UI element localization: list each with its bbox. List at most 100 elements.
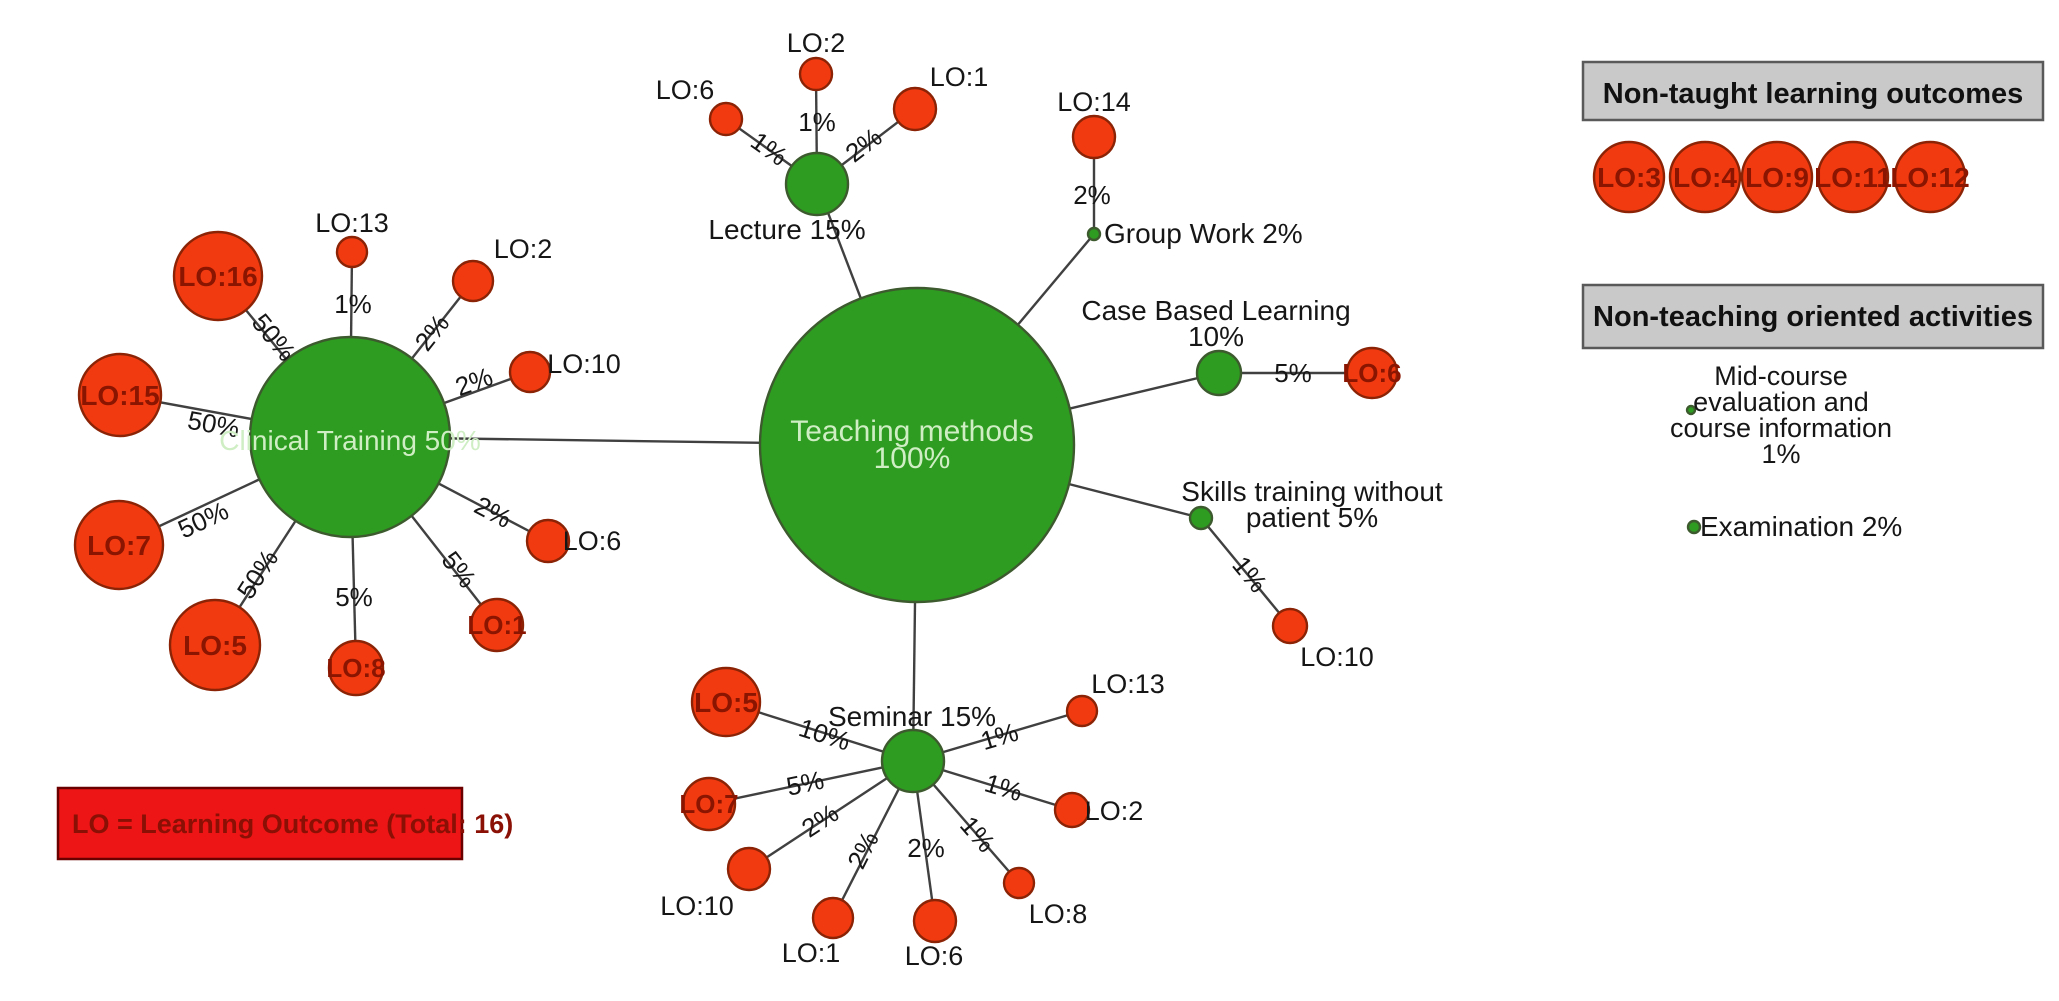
node-c5c <box>168 598 262 692</box>
label-midcourse-line0: Mid-course <box>1714 361 1848 391</box>
legend: LO = Learning Outcome (Total: 16) <box>56 786 513 861</box>
label-seminar: Seminar 15% <box>828 701 996 732</box>
edge-label-groupwork-g14: 2% <box>1073 180 1111 210</box>
node-cb6 <box>1345 346 1399 400</box>
label-lecture: Lecture 15% <box>708 214 865 245</box>
label-l1: LO:1 <box>930 62 989 92</box>
node-c10c <box>508 350 552 394</box>
node-g14 <box>1071 114 1117 160</box>
node-c8c <box>327 639 385 697</box>
node-n12 <box>1893 140 1967 214</box>
label-c8c: LO:8 <box>326 653 385 683</box>
node-l6 <box>708 101 744 137</box>
edge-label-seminar-se1: 2% <box>841 826 885 873</box>
edge-seminar-se10 <box>748 759 914 871</box>
label-l6: LO:6 <box>656 75 715 105</box>
label-c5c: LO:5 <box>183 630 247 661</box>
node-c6c <box>525 518 571 564</box>
label-c16: LO:16 <box>178 261 257 292</box>
node-se10 <box>726 846 772 892</box>
label-skills-line1: patient 5% <box>1246 502 1378 533</box>
label-midcourse-line3: 1% <box>1761 439 1800 469</box>
label-cb6: LO:6 <box>1342 358 1401 388</box>
edge-label-seminar-se10: 2% <box>796 798 844 844</box>
label-g14: LO:14 <box>1057 87 1131 117</box>
node-c16 <box>172 230 264 322</box>
label-se5: LO:5 <box>694 687 758 718</box>
label-se8: LO:8 <box>1029 899 1088 929</box>
edge-label-lecture-l2: 1% <box>798 107 836 137</box>
node-s10 <box>1271 607 1309 645</box>
non-teaching-header-title: Non-teaching oriented activities <box>1593 301 2033 333</box>
label-clinical: Clinical Training 50% <box>219 425 480 456</box>
label-se7: LO:7 <box>679 789 738 819</box>
edge-label-clinical-c6c: 2% <box>470 490 517 534</box>
node-lecture <box>784 151 850 217</box>
node-se6 <box>912 898 958 944</box>
label-se10: LO:10 <box>660 891 734 921</box>
edge-seminar-se7 <box>708 759 914 806</box>
node-se7 <box>681 776 737 832</box>
edge-skills-s10 <box>1200 517 1291 627</box>
label-n12: LO:12 <box>1890 162 1969 193</box>
label-n3: LO:3 <box>1597 162 1661 193</box>
label-se1: LO:1 <box>782 938 841 968</box>
node-c15 <box>77 352 163 438</box>
legend-box <box>56 786 464 861</box>
node-se2 <box>1053 791 1091 829</box>
node-midcourse <box>1685 404 1697 416</box>
label-c10c: LO:10 <box>547 349 621 379</box>
node-se5 <box>690 666 762 738</box>
label-se13: LO:13 <box>1091 669 1165 699</box>
node-seminar <box>880 728 946 794</box>
node-c2c <box>451 259 495 303</box>
label-c13: LO:13 <box>315 208 389 238</box>
label-c2c: LO:2 <box>494 234 553 264</box>
edge-label-seminar-se6: 2% <box>907 833 945 863</box>
node-se13 <box>1065 694 1099 728</box>
node-clinical <box>248 335 452 539</box>
non-taught-header-title: Non-taught learning outcomes <box>1603 78 2024 110</box>
label-se6: LO:6 <box>905 941 964 971</box>
node-c7c <box>73 499 165 591</box>
label-s10: LO:10 <box>1300 642 1374 672</box>
label-l2: LO:2 <box>787 28 846 58</box>
edge-label-clinical-c7c: 50% <box>173 495 233 544</box>
node-groupwork <box>1086 226 1102 242</box>
label-c6c: LO:6 <box>563 526 622 556</box>
node-l1 <box>892 86 938 132</box>
edge-label-clinical-c5c: 50% <box>231 544 285 604</box>
node-se8 <box>1002 866 1036 900</box>
label-n4: LO:4 <box>1673 162 1737 193</box>
node-cbl <box>1195 349 1243 397</box>
label-exam: Examination 2% <box>1700 511 1902 542</box>
label-groupwork: Group Work 2% <box>1104 218 1303 249</box>
label-midcourse-line1: evaluation and <box>1693 387 1869 417</box>
label-skills-line0: Skills training without <box>1181 476 1443 507</box>
legend-text: LO = Learning Outcome (Total: 16) <box>72 809 513 839</box>
edge-label-clinical-c8c: 5% <box>335 582 373 612</box>
label-n9: LO:9 <box>1745 162 1809 193</box>
non-taught-header-box <box>1581 60 2045 122</box>
label-cbl-line1: 10% <box>1188 321 1244 352</box>
labels-layer: 50%1%2%2%50%50% 2%5%5%50%1%1% 2%2%5%1%10%5… <box>80 28 1969 971</box>
node-n11 <box>1816 140 1890 214</box>
node-c13 <box>335 235 369 269</box>
edge-label-clinical-c1c: 5% <box>436 545 483 593</box>
node-n9 <box>1740 140 1814 214</box>
edge-label-clinical-c2c: 2% <box>409 308 456 356</box>
panel-non-teaching: Non-teaching oriented activities <box>1581 283 2045 350</box>
node-exam <box>1686 519 1702 535</box>
nodes-layer <box>73 56 1967 944</box>
edge-label-clinical-c13: 1% <box>334 289 372 319</box>
edge-label-cbl-cb6: 5% <box>1274 358 1312 388</box>
non-teaching-header-box <box>1581 283 2045 350</box>
label-n11: LO:11 <box>1814 162 1892 193</box>
node-n3 <box>1592 140 1666 214</box>
node-l2 <box>798 56 834 92</box>
label-teaching-line1: 100% <box>874 442 951 475</box>
label-midcourse-line2: course information <box>1670 413 1892 443</box>
label-se2: LO:2 <box>1085 796 1144 826</box>
